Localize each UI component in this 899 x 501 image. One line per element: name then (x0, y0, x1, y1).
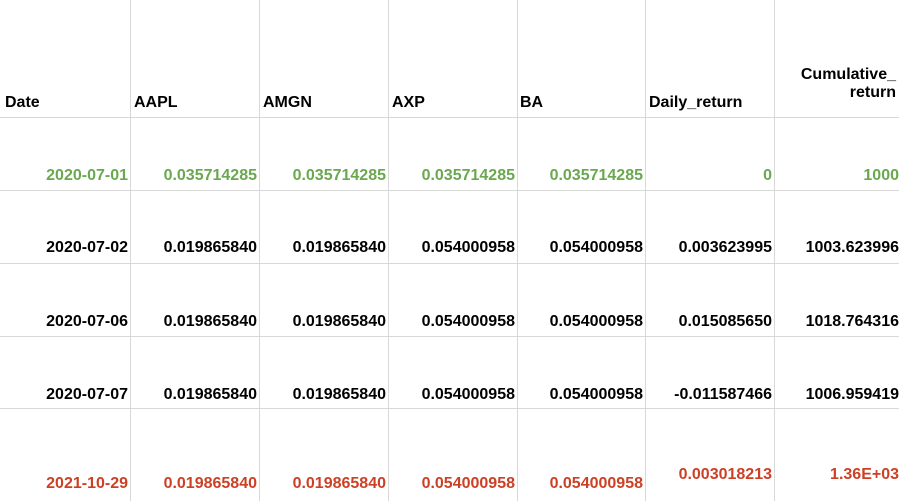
row-divider (0, 336, 899, 337)
table-cell[interactable]: 0.019865840 (163, 313, 257, 330)
row-divider (0, 263, 899, 264)
table-cell[interactable]: 1018.764316 (805, 313, 899, 330)
table-cell[interactable]: 0.035714285 (292, 167, 386, 184)
column-divider (259, 0, 260, 501)
table-cell[interactable]: 0 (763, 167, 772, 184)
header-cumulative-line-1: Cumulative_ (800, 66, 896, 83)
table-cell[interactable]: 1000 (863, 167, 899, 184)
table-cell[interactable]: 1003.623996 (805, 239, 899, 256)
table-cell[interactable]: 1006.959419 (805, 386, 899, 403)
table-cell[interactable]: 0.019865840 (292, 386, 386, 403)
table-cell[interactable]: 0.003623995 (678, 239, 772, 256)
column-divider (774, 0, 775, 501)
row-divider (0, 117, 899, 118)
table-cell[interactable]: 0.054000958 (421, 239, 515, 256)
table-cell[interactable]: -0.011587466 (674, 386, 772, 403)
table-cell[interactable]: 0.019865840 (163, 239, 257, 256)
table-cell[interactable]: 2021-10-29 (46, 475, 128, 492)
header-aapl[interactable]: AAPL (134, 94, 178, 111)
table-cell[interactable]: 0.019865840 (163, 386, 257, 403)
table-cell[interactable]: 0.019865840 (163, 475, 257, 492)
column-divider (388, 0, 389, 501)
row-divider (0, 190, 899, 191)
row-divider (0, 408, 899, 409)
table-cell[interactable]: 2020-07-02 (46, 239, 128, 256)
table-cell[interactable]: 2020-07-01 (46, 167, 128, 184)
table-cell[interactable]: 0.035714285 (163, 167, 257, 184)
table-cell[interactable]: 0.054000958 (421, 386, 515, 403)
header-date[interactable]: Date (5, 94, 40, 111)
table-cell[interactable]: 1.36E+03 (830, 466, 899, 483)
header-daily-return[interactable]: Daily_return (649, 94, 743, 111)
table-cell[interactable]: 0.054000958 (549, 475, 643, 492)
table-cell[interactable]: 0.019865840 (292, 475, 386, 492)
header-cumulative-return[interactable]: Cumulative_ return (778, 66, 896, 102)
table-cell[interactable]: 0.035714285 (421, 167, 515, 184)
header-axp[interactable]: AXP (392, 94, 425, 111)
table-cell[interactable]: 0.019865840 (292, 313, 386, 330)
table-cell[interactable]: 2020-07-07 (46, 386, 128, 403)
table-cell[interactable]: 0.054000958 (421, 313, 515, 330)
table-cell[interactable]: 0.054000958 (549, 313, 643, 330)
table-cell[interactable]: 2020-07-06 (46, 313, 128, 330)
table-cell[interactable]: 0.003018213 (678, 466, 772, 483)
column-divider (517, 0, 518, 501)
table-cell[interactable]: 0.054000958 (549, 239, 643, 256)
header-cumulative-line-2: return (849, 84, 896, 101)
header-ba[interactable]: BA (520, 94, 544, 111)
table-cell[interactable]: 0.054000958 (549, 386, 643, 403)
column-divider (645, 0, 646, 501)
table-cell[interactable]: 0.015085650 (678, 313, 772, 330)
column-divider (130, 0, 131, 501)
header-amgn[interactable]: AMGN (263, 94, 312, 111)
table-cell[interactable]: 0.035714285 (549, 167, 643, 184)
table-cell[interactable]: 0.019865840 (292, 239, 386, 256)
table-cell[interactable]: 0.054000958 (421, 475, 515, 492)
